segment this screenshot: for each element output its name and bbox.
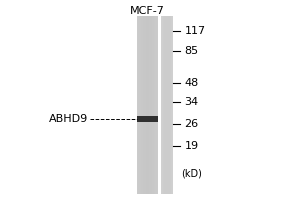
Text: 85: 85 [184,46,199,56]
Text: MCF-7: MCF-7 [130,6,164,16]
Text: ABHD9: ABHD9 [49,114,88,124]
Text: 19: 19 [184,141,199,151]
Text: (kD): (kD) [182,169,203,179]
Bar [136,116,158,122]
Text: 117: 117 [184,26,206,36]
Text: 48: 48 [184,78,199,88]
Text: 34: 34 [184,97,199,107]
Text: 26: 26 [184,119,199,129]
